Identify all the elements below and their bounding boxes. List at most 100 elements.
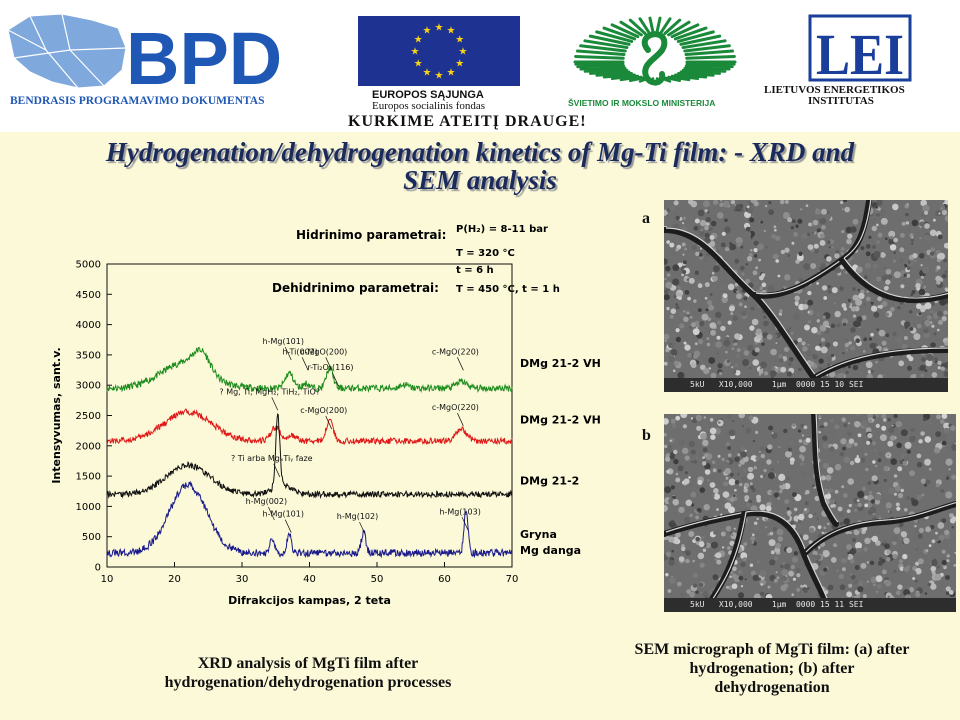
sem-grain xyxy=(930,524,935,530)
sem-grain xyxy=(796,587,801,592)
sem-grain xyxy=(763,468,767,473)
sem-grain xyxy=(845,338,848,341)
sem-grain xyxy=(705,252,710,257)
sem-grain xyxy=(847,478,854,485)
sem-grain xyxy=(897,584,903,590)
sem-grain xyxy=(678,439,685,446)
sem-grain xyxy=(786,510,792,516)
sem-grain xyxy=(701,536,705,540)
sem-grain xyxy=(877,458,882,463)
sem-grain xyxy=(903,336,908,340)
sem-grain xyxy=(815,554,822,560)
sem-grain xyxy=(771,432,778,439)
sem-grain xyxy=(750,249,753,252)
sem-grain xyxy=(944,215,948,222)
sem-grain xyxy=(920,431,925,436)
sem-grain xyxy=(704,282,710,288)
sem-grain xyxy=(821,225,826,230)
sem-grain xyxy=(783,428,788,434)
sem-grain xyxy=(746,205,750,209)
sem-grain xyxy=(712,275,718,282)
sem-grain xyxy=(823,296,828,300)
sem-grain xyxy=(906,203,909,206)
sem-grain xyxy=(725,525,732,532)
sem-grain xyxy=(845,349,849,352)
sem-grain xyxy=(720,418,723,421)
sem-grain xyxy=(759,286,764,291)
sunburst-ray xyxy=(663,18,682,35)
sem-grain xyxy=(861,420,868,428)
y-tick-label: 3500 xyxy=(76,350,101,361)
sem-grain xyxy=(884,543,890,549)
sem-grain xyxy=(684,471,688,475)
series-group xyxy=(106,346,513,559)
sem-grain xyxy=(706,299,713,306)
sem-grain xyxy=(778,446,781,449)
sem-grain xyxy=(740,245,744,249)
series-label: DMg 21-2 VHG xyxy=(520,357,600,370)
sem-grain xyxy=(935,360,938,363)
sem-grain xyxy=(694,342,698,346)
dehydro-label: Dehidrinimo parametrai: xyxy=(272,281,439,295)
sem-grain xyxy=(815,345,821,351)
sem-grain xyxy=(764,204,768,208)
sem-grain xyxy=(795,224,799,228)
sem-grain xyxy=(925,359,933,367)
sem-grain xyxy=(708,304,715,311)
sem-grain xyxy=(690,417,694,420)
sem-grain xyxy=(792,313,801,321)
sem-grain xyxy=(822,488,829,495)
sem-grain xyxy=(876,590,878,593)
sem-grain xyxy=(912,258,918,263)
sem-grain xyxy=(826,355,832,362)
sem-grain xyxy=(745,278,751,284)
sem-grain xyxy=(850,574,856,580)
sem-grain xyxy=(701,313,709,321)
sem-grain xyxy=(862,594,867,599)
sem-grain xyxy=(721,546,725,549)
sem-grain xyxy=(911,290,916,294)
sem-grain xyxy=(673,295,677,298)
sem-grain xyxy=(775,342,778,345)
sem-grain xyxy=(797,429,801,433)
sem-grain xyxy=(723,359,731,367)
annotation-arrow xyxy=(284,346,292,361)
sem-grain xyxy=(899,566,904,571)
sem-grain xyxy=(664,258,668,265)
sem-grain xyxy=(935,268,939,272)
sem-grain xyxy=(765,526,768,529)
sem-grain xyxy=(705,217,711,223)
sem-grain xyxy=(758,450,761,453)
sem-grain xyxy=(875,361,878,364)
sem-grain xyxy=(686,314,690,317)
peak-annotation: h-Mg(101) xyxy=(263,337,304,346)
sem-grain xyxy=(664,486,672,494)
sem-grain xyxy=(843,200,848,203)
sem-grain xyxy=(808,360,815,368)
sem-grain xyxy=(683,316,689,323)
xrd-caption: XRD analysis of MgTi film after hydrogen… xyxy=(96,654,520,692)
sem-grain xyxy=(755,266,758,270)
sem-grain xyxy=(743,488,749,493)
sem-grain xyxy=(911,236,914,239)
sem-grain xyxy=(697,552,705,560)
sem-grain xyxy=(842,567,846,572)
sem-grain xyxy=(763,320,769,327)
sem-grain xyxy=(947,544,951,548)
sem-grain xyxy=(750,570,757,576)
sem-grain xyxy=(871,225,877,232)
sem-grain xyxy=(692,583,698,588)
sem-grain xyxy=(856,316,863,323)
sem-grain xyxy=(928,467,932,471)
sem-grain xyxy=(675,477,681,483)
sem-grain xyxy=(847,298,852,303)
annotation-arrow xyxy=(457,412,464,427)
sem-grain xyxy=(673,360,679,366)
series-label: Gryna xyxy=(520,528,557,541)
sem-grain xyxy=(937,234,943,240)
sem-grain xyxy=(900,488,904,493)
sem-image-a: 5kU X10,000 1μm 0000 15 10 SEI xyxy=(664,200,948,392)
sem-grain xyxy=(749,482,753,486)
annotation-arrow xyxy=(268,506,275,521)
sunburst-ray xyxy=(648,16,655,34)
